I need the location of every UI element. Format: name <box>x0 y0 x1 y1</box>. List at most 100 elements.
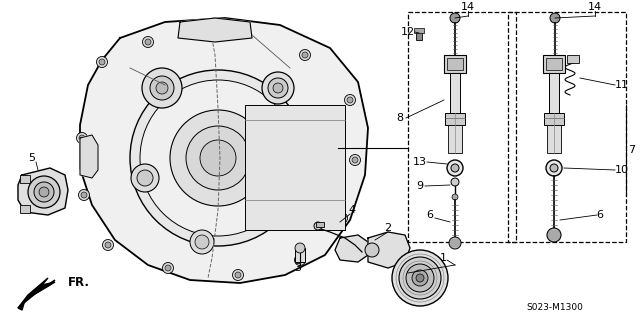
Circle shape <box>235 272 241 278</box>
Circle shape <box>288 182 308 202</box>
Circle shape <box>344 94 355 106</box>
Circle shape <box>399 257 441 299</box>
Bar <box>416 30 422 40</box>
Circle shape <box>349 154 360 166</box>
Circle shape <box>550 13 560 23</box>
Polygon shape <box>368 232 410 268</box>
Circle shape <box>273 83 283 93</box>
Circle shape <box>79 189 90 201</box>
Circle shape <box>170 110 266 206</box>
Bar <box>544 113 564 125</box>
Bar <box>316 222 324 227</box>
Circle shape <box>214 25 225 35</box>
Circle shape <box>142 68 182 108</box>
Circle shape <box>352 157 358 163</box>
Text: S023-M1300: S023-M1300 <box>527 303 584 313</box>
Bar <box>408 12 516 242</box>
Text: 4: 4 <box>348 205 356 215</box>
Polygon shape <box>80 135 98 178</box>
Text: 14: 14 <box>588 2 602 12</box>
Circle shape <box>347 97 353 103</box>
Polygon shape <box>18 278 55 308</box>
Circle shape <box>105 242 111 248</box>
Circle shape <box>130 70 306 246</box>
Circle shape <box>447 160 463 176</box>
Circle shape <box>163 263 173 273</box>
Circle shape <box>79 135 85 141</box>
Polygon shape <box>178 18 252 42</box>
Bar <box>567 55 579 63</box>
Circle shape <box>452 194 458 200</box>
Circle shape <box>300 49 310 61</box>
Bar <box>414 28 424 33</box>
Text: 12: 12 <box>401 27 415 37</box>
Text: 1: 1 <box>440 253 447 263</box>
Circle shape <box>28 176 60 208</box>
Circle shape <box>137 170 153 186</box>
Bar <box>20 175 30 183</box>
Circle shape <box>186 126 250 190</box>
Circle shape <box>145 39 151 45</box>
Circle shape <box>156 82 168 94</box>
Circle shape <box>546 160 562 176</box>
Circle shape <box>99 59 105 65</box>
Circle shape <box>295 243 305 253</box>
Circle shape <box>365 243 379 257</box>
Bar <box>547 125 561 153</box>
Circle shape <box>77 132 88 144</box>
Text: 9: 9 <box>417 181 424 191</box>
Text: FR.: FR. <box>68 277 90 290</box>
Polygon shape <box>335 235 368 262</box>
Circle shape <box>451 178 459 186</box>
Circle shape <box>547 228 561 242</box>
Text: 10: 10 <box>615 165 629 175</box>
Circle shape <box>262 72 294 104</box>
Circle shape <box>150 76 174 100</box>
Bar <box>450 73 460 113</box>
Circle shape <box>140 80 296 236</box>
Circle shape <box>406 264 434 292</box>
Bar <box>508 12 626 242</box>
Circle shape <box>451 164 459 172</box>
Circle shape <box>339 215 345 221</box>
Text: 5: 5 <box>29 153 35 163</box>
Bar <box>543 55 565 73</box>
Circle shape <box>392 250 448 306</box>
Polygon shape <box>18 168 68 215</box>
Bar <box>295 248 305 262</box>
Circle shape <box>297 257 303 263</box>
Circle shape <box>450 13 460 23</box>
Circle shape <box>81 192 87 198</box>
Circle shape <box>190 230 214 254</box>
Circle shape <box>550 164 558 172</box>
Circle shape <box>102 240 113 250</box>
Circle shape <box>39 187 49 197</box>
Polygon shape <box>80 18 368 283</box>
Bar <box>445 113 465 125</box>
Circle shape <box>97 56 108 68</box>
Circle shape <box>337 212 348 224</box>
Circle shape <box>143 36 154 48</box>
Bar <box>448 125 462 153</box>
Circle shape <box>302 52 308 58</box>
Circle shape <box>294 255 305 265</box>
Text: 13: 13 <box>413 157 427 167</box>
Circle shape <box>34 182 54 202</box>
Bar <box>549 73 559 113</box>
Circle shape <box>165 265 171 271</box>
Circle shape <box>412 270 428 286</box>
Text: 11: 11 <box>615 80 629 90</box>
Circle shape <box>131 164 159 192</box>
Circle shape <box>232 270 243 280</box>
Bar <box>447 58 463 70</box>
Text: 8: 8 <box>396 113 404 123</box>
Bar <box>546 58 562 70</box>
Polygon shape <box>18 280 55 310</box>
Circle shape <box>449 237 461 249</box>
Bar <box>444 55 466 73</box>
Bar <box>20 205 30 213</box>
Text: 2: 2 <box>385 223 392 233</box>
Circle shape <box>416 274 424 282</box>
Circle shape <box>195 235 209 249</box>
Circle shape <box>268 78 288 98</box>
